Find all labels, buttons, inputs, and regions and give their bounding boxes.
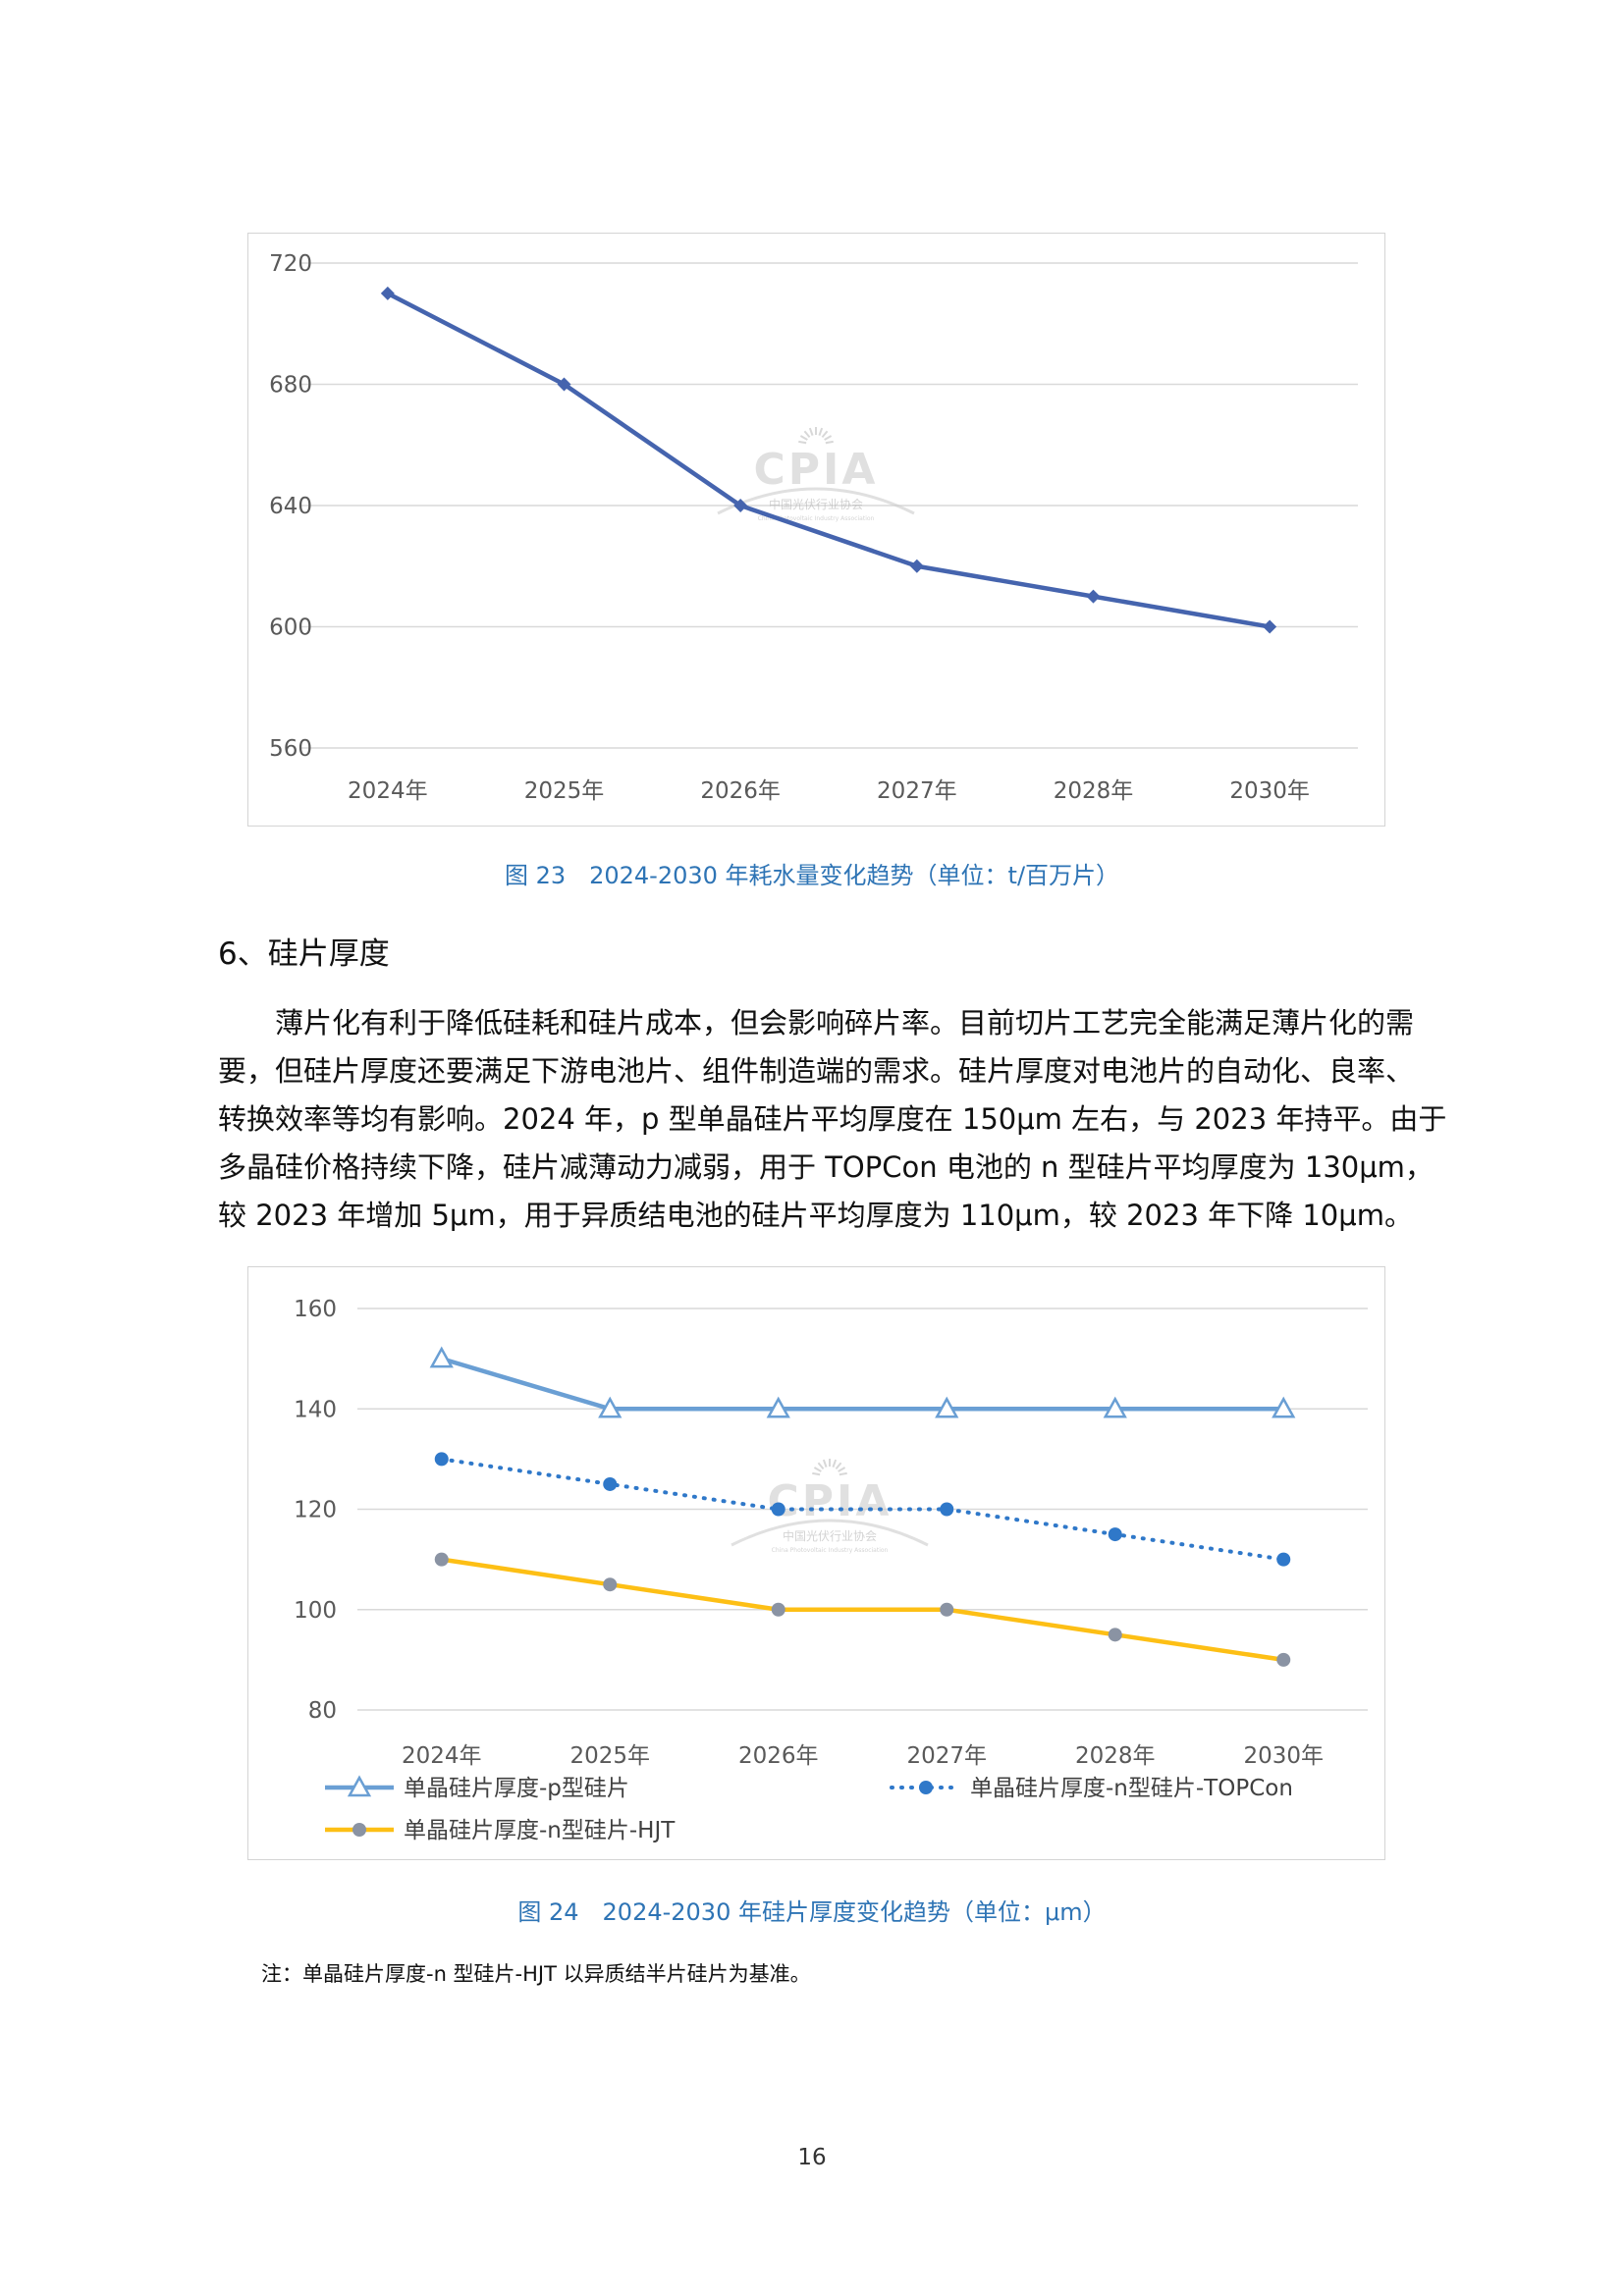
x-tick-label: 2030年 <box>1243 1743 1324 1769</box>
watermark-sun-ray <box>825 440 834 445</box>
watermark-sun-ray <box>812 1471 821 1476</box>
watermark-sun-ray <box>835 1462 842 1469</box>
section-heading: 6、硅片厚度 <box>218 936 390 972</box>
data-point <box>1108 1527 1122 1542</box>
cpia-watermark-logo: CPIA 中国光伏行业协会 China Photovoltaic Industry … <box>731 1459 929 1554</box>
data-point <box>557 377 571 392</box>
x-tick-label: 2028年 <box>1075 1743 1156 1769</box>
watermark-logo-text: CPIA <box>768 1476 893 1526</box>
water-consumption-chart-plot: 560 600 640 680 720 2024年 2025年 2026年 2027年 2028年… <box>269 251 1358 804</box>
page-number: 16 <box>797 2145 827 2170</box>
y-tick-label: 80 <box>308 1698 337 1724</box>
data-point <box>1263 619 1277 634</box>
x-tick-label: 2027年 <box>906 1743 987 1769</box>
legend-label: 单晶硅片厚度-n型硅片-TOPCon <box>970 1776 1293 1801</box>
cpia-watermark-logo: CPIA 中国光伏行业协会 China Photovoltaic Industry … <box>717 427 915 522</box>
wafer-thickness-chart: 80 100 120 140 160 2024年 2025年 2026年 2027年 2028年 2… <box>247 1266 1385 1860</box>
watermark-sun-ray <box>824 435 833 441</box>
watermark-org-name: 中国光伏行业协会 <box>769 497 863 511</box>
series-line <box>439 1457 1286 1562</box>
y-tick-label: 120 <box>294 1498 337 1523</box>
data-point <box>771 1602 785 1617</box>
figure-23-caption: 图 23 2024-2030 年耗水量变化趋势（单位：t/百万片） <box>504 862 1120 889</box>
data-point <box>1276 1552 1291 1567</box>
data-point <box>766 1396 790 1418</box>
x-tick-label: 2027年 <box>877 778 957 804</box>
data-point <box>429 1346 454 1368</box>
data-point <box>935 1396 959 1418</box>
legend-label: 单晶硅片厚度-p型硅片 <box>404 1776 629 1801</box>
data-point <box>434 1452 449 1467</box>
body-line: 薄片化有利于降低硅耗和硅片成本，但会影响碎片率。目前切片工艺完全能满足薄片化的需 <box>275 1006 1415 1040</box>
y-tick-label: 640 <box>269 494 312 519</box>
watermark-sun-ray <box>839 1471 847 1476</box>
watermark-sun-ray <box>803 430 811 438</box>
series-line <box>385 291 1272 629</box>
body-paragraph: 薄片化有利于降低硅耗和硅片成本，但会影响碎片率。目前切片工艺完全能满足薄片化的需… <box>218 999 1447 1240</box>
x-tick-label: 2030年 <box>1229 778 1310 804</box>
watermark-sun-ray <box>822 1459 828 1468</box>
watermark-sun-ray <box>798 440 807 445</box>
watermark-org-name: 中国光伏行业协会 <box>783 1528 877 1543</box>
legend-label: 单晶硅片厚度-n型硅片-HJT <box>404 1818 676 1843</box>
x-tick-label: 2026年 <box>738 1743 819 1769</box>
data-point <box>380 286 395 300</box>
data-point <box>1276 1652 1291 1667</box>
data-point <box>771 1502 785 1517</box>
watermark-org-english: China Photovoltaic Industry Association <box>758 515 875 522</box>
watermark-arc <box>731 1519 929 1547</box>
body-line: 要，但硅片厚度还要满足下游电池片、组件制造端的需求。硅片厚度对电池片的自动化、良… <box>218 1054 1415 1088</box>
watermark-sun-ray <box>832 1459 838 1468</box>
data-point <box>1272 1396 1296 1418</box>
x-tick-label: 2025年 <box>569 1743 650 1769</box>
y-tick-label: 680 <box>269 373 312 399</box>
data-point <box>909 559 924 573</box>
watermark-sun-ray <box>813 1467 822 1472</box>
x-tick-label: 2025年 <box>524 778 605 804</box>
data-point <box>603 1577 618 1592</box>
data-point <box>434 1552 449 1567</box>
x-tick-label: 2024年 <box>348 778 428 804</box>
data-point <box>598 1396 623 1418</box>
data-point <box>603 1476 618 1491</box>
y-tick-label: 100 <box>294 1598 337 1624</box>
water-consumption-chart: 560 600 640 680 720 2024年 2025年 2026年 2027年 2028年… <box>247 233 1385 827</box>
figure-24-caption: 图 24 2024-2030 年硅片厚度变化趋势（单位：μm） <box>517 1898 1107 1926</box>
watermark-logo-text: CPIA <box>754 445 879 495</box>
body-line: 转换效率等均有影响。2024 年，p 型单晶硅片平均厚度在 150μm 左右，与… <box>218 1102 1447 1136</box>
x-tick-label: 2024年 <box>402 1743 482 1769</box>
y-tick-label: 160 <box>294 1297 337 1322</box>
x-tick-label: 2028年 <box>1054 778 1134 804</box>
body-line: 多晶硅价格持续下降，硅片减薄动力减弱，用于 TOPCon 电池的 n 型硅片平均… <box>218 1150 1434 1184</box>
footnote: 注：单晶硅片厚度-n 型硅片-HJT 以异质结半片硅片为基准。 <box>261 1962 811 1986</box>
data-point <box>940 1502 954 1517</box>
data-point <box>733 499 748 512</box>
data-point <box>1103 1396 1127 1418</box>
watermark-sun-ray <box>838 1467 846 1472</box>
y-tick-label: 560 <box>269 736 312 762</box>
watermark-sun-ray <box>808 427 814 436</box>
y-tick-label: 140 <box>294 1397 337 1422</box>
data-point <box>940 1602 954 1617</box>
watermark-sun-ray <box>817 1462 825 1469</box>
watermark-sun-ray <box>821 430 829 438</box>
legend-marker <box>352 1823 366 1837</box>
y-tick-label: 720 <box>269 251 312 277</box>
legend-marker <box>919 1781 933 1794</box>
watermark-org-english: China Photovoltaic Industry Association <box>772 1547 889 1554</box>
y-tick-label: 600 <box>269 615 312 641</box>
watermark-sun-ray <box>799 435 808 441</box>
body-line: 较 2023 年增加 5μm，用于异质结电池的硅片平均厚度为 110μm，较 2… <box>218 1199 1413 1232</box>
legend-marker <box>347 1775 372 1797</box>
wafer-thickness-chart-plot: 80 100 120 140 160 2024年 2025年 2026年 2027年 2028年 2… <box>294 1297 1368 1843</box>
watermark-sun-ray <box>818 427 824 436</box>
x-tick-label: 2026年 <box>700 778 781 804</box>
series-line <box>439 1356 1286 1412</box>
series-line <box>439 1557 1286 1663</box>
data-point <box>1086 589 1101 604</box>
data-point <box>1108 1628 1122 1642</box>
